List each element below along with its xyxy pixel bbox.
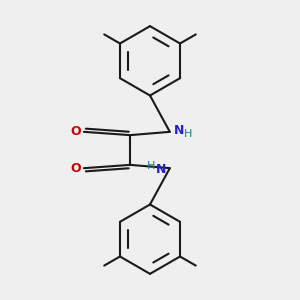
Text: O: O <box>70 162 81 175</box>
Text: N: N <box>174 124 184 137</box>
Text: H: H <box>184 130 193 140</box>
Text: O: O <box>70 125 81 138</box>
Text: H: H <box>147 160 155 170</box>
Text: N: N <box>155 163 166 176</box>
